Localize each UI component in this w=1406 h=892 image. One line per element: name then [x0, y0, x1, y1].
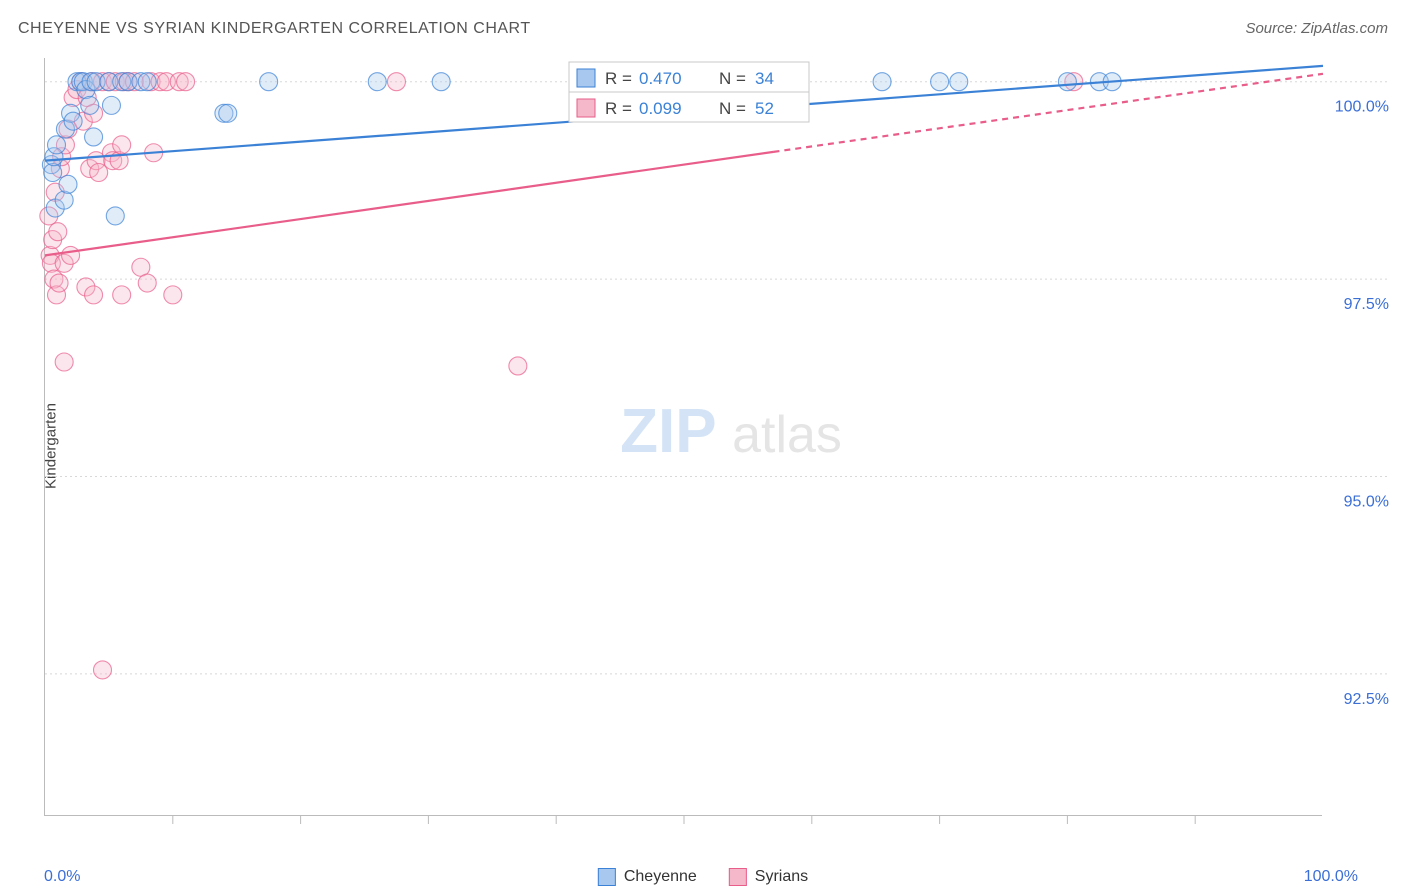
- page-title: CHEYENNE VS SYRIAN KINDERGARTEN CORRELAT…: [18, 20, 531, 37]
- cheyenne-point: [85, 128, 103, 146]
- cheyenne-point: [873, 73, 891, 91]
- syrian-point: [62, 246, 80, 264]
- cheyenne-point: [102, 96, 120, 114]
- y-tick-label: 92.5%: [1344, 691, 1389, 708]
- stats-r-label: R =: [605, 99, 632, 118]
- legend-item-syrians: Syrians: [729, 868, 808, 886]
- syrian-point: [50, 274, 68, 292]
- cheyenne-point: [1058, 73, 1076, 91]
- cheyenne-point: [55, 191, 73, 209]
- syrian-point: [177, 73, 195, 91]
- cheyenne-point: [44, 163, 62, 181]
- scatter-plot: 92.5%95.0%97.5%100.0%ZIPatlasR =0.470N =…: [44, 58, 1322, 816]
- x-axis-max-label: 100.0%: [1304, 868, 1358, 886]
- syrian-point: [113, 136, 131, 154]
- stats-n-value: 52: [755, 99, 774, 118]
- cheyenne-point: [106, 207, 124, 225]
- y-tick-label: 100.0%: [1335, 99, 1389, 116]
- watermark: atlas: [732, 406, 842, 464]
- syrian-point: [138, 274, 156, 292]
- syrian-trendline: [45, 152, 773, 256]
- cheyenne-point: [64, 112, 82, 130]
- stats-n-value: 34: [755, 69, 774, 88]
- syrians-swatch-icon: [729, 868, 747, 886]
- cheyenne-point: [138, 73, 156, 91]
- stats-r-value: 0.470: [639, 69, 682, 88]
- stats-r-value: 0.099: [639, 99, 682, 118]
- syrian-point: [387, 73, 405, 91]
- stats-swatch-icon: [577, 99, 595, 117]
- syrian-point: [113, 286, 131, 304]
- syrian-point: [85, 286, 103, 304]
- syrian-point: [49, 223, 67, 241]
- syrian-point: [94, 661, 112, 679]
- legend-label-syrians: Syrians: [755, 868, 808, 886]
- cheyenne-point: [368, 73, 386, 91]
- source-label: Source: ZipAtlas.com: [1245, 20, 1388, 37]
- legend-item-cheyenne: Cheyenne: [598, 868, 697, 886]
- stats-swatch-icon: [577, 69, 595, 87]
- stats-n-label: N =: [719, 99, 746, 118]
- cheyenne-point: [59, 175, 77, 193]
- y-tick-label: 95.0%: [1344, 493, 1389, 510]
- cheyenne-point: [950, 73, 968, 91]
- syrian-point: [164, 286, 182, 304]
- cheyenne-point: [219, 104, 237, 122]
- cheyenne-point: [81, 96, 99, 114]
- cheyenne-point: [931, 73, 949, 91]
- x-axis-min-label: 0.0%: [44, 868, 80, 886]
- cheyenne-point: [48, 136, 66, 154]
- cheyenne-point: [432, 73, 450, 91]
- stats-r-label: R =: [605, 69, 632, 88]
- syrian-point: [509, 357, 527, 375]
- syrian-point: [55, 353, 73, 371]
- cheyenne-point: [260, 73, 278, 91]
- cheyenne-swatch-icon: [598, 868, 616, 886]
- y-tick-label: 97.5%: [1344, 296, 1389, 313]
- watermark: ZIP: [620, 397, 716, 466]
- legend: Cheyenne Syrians: [598, 868, 808, 886]
- legend-label-cheyenne: Cheyenne: [624, 868, 697, 886]
- stats-n-label: N =: [719, 69, 746, 88]
